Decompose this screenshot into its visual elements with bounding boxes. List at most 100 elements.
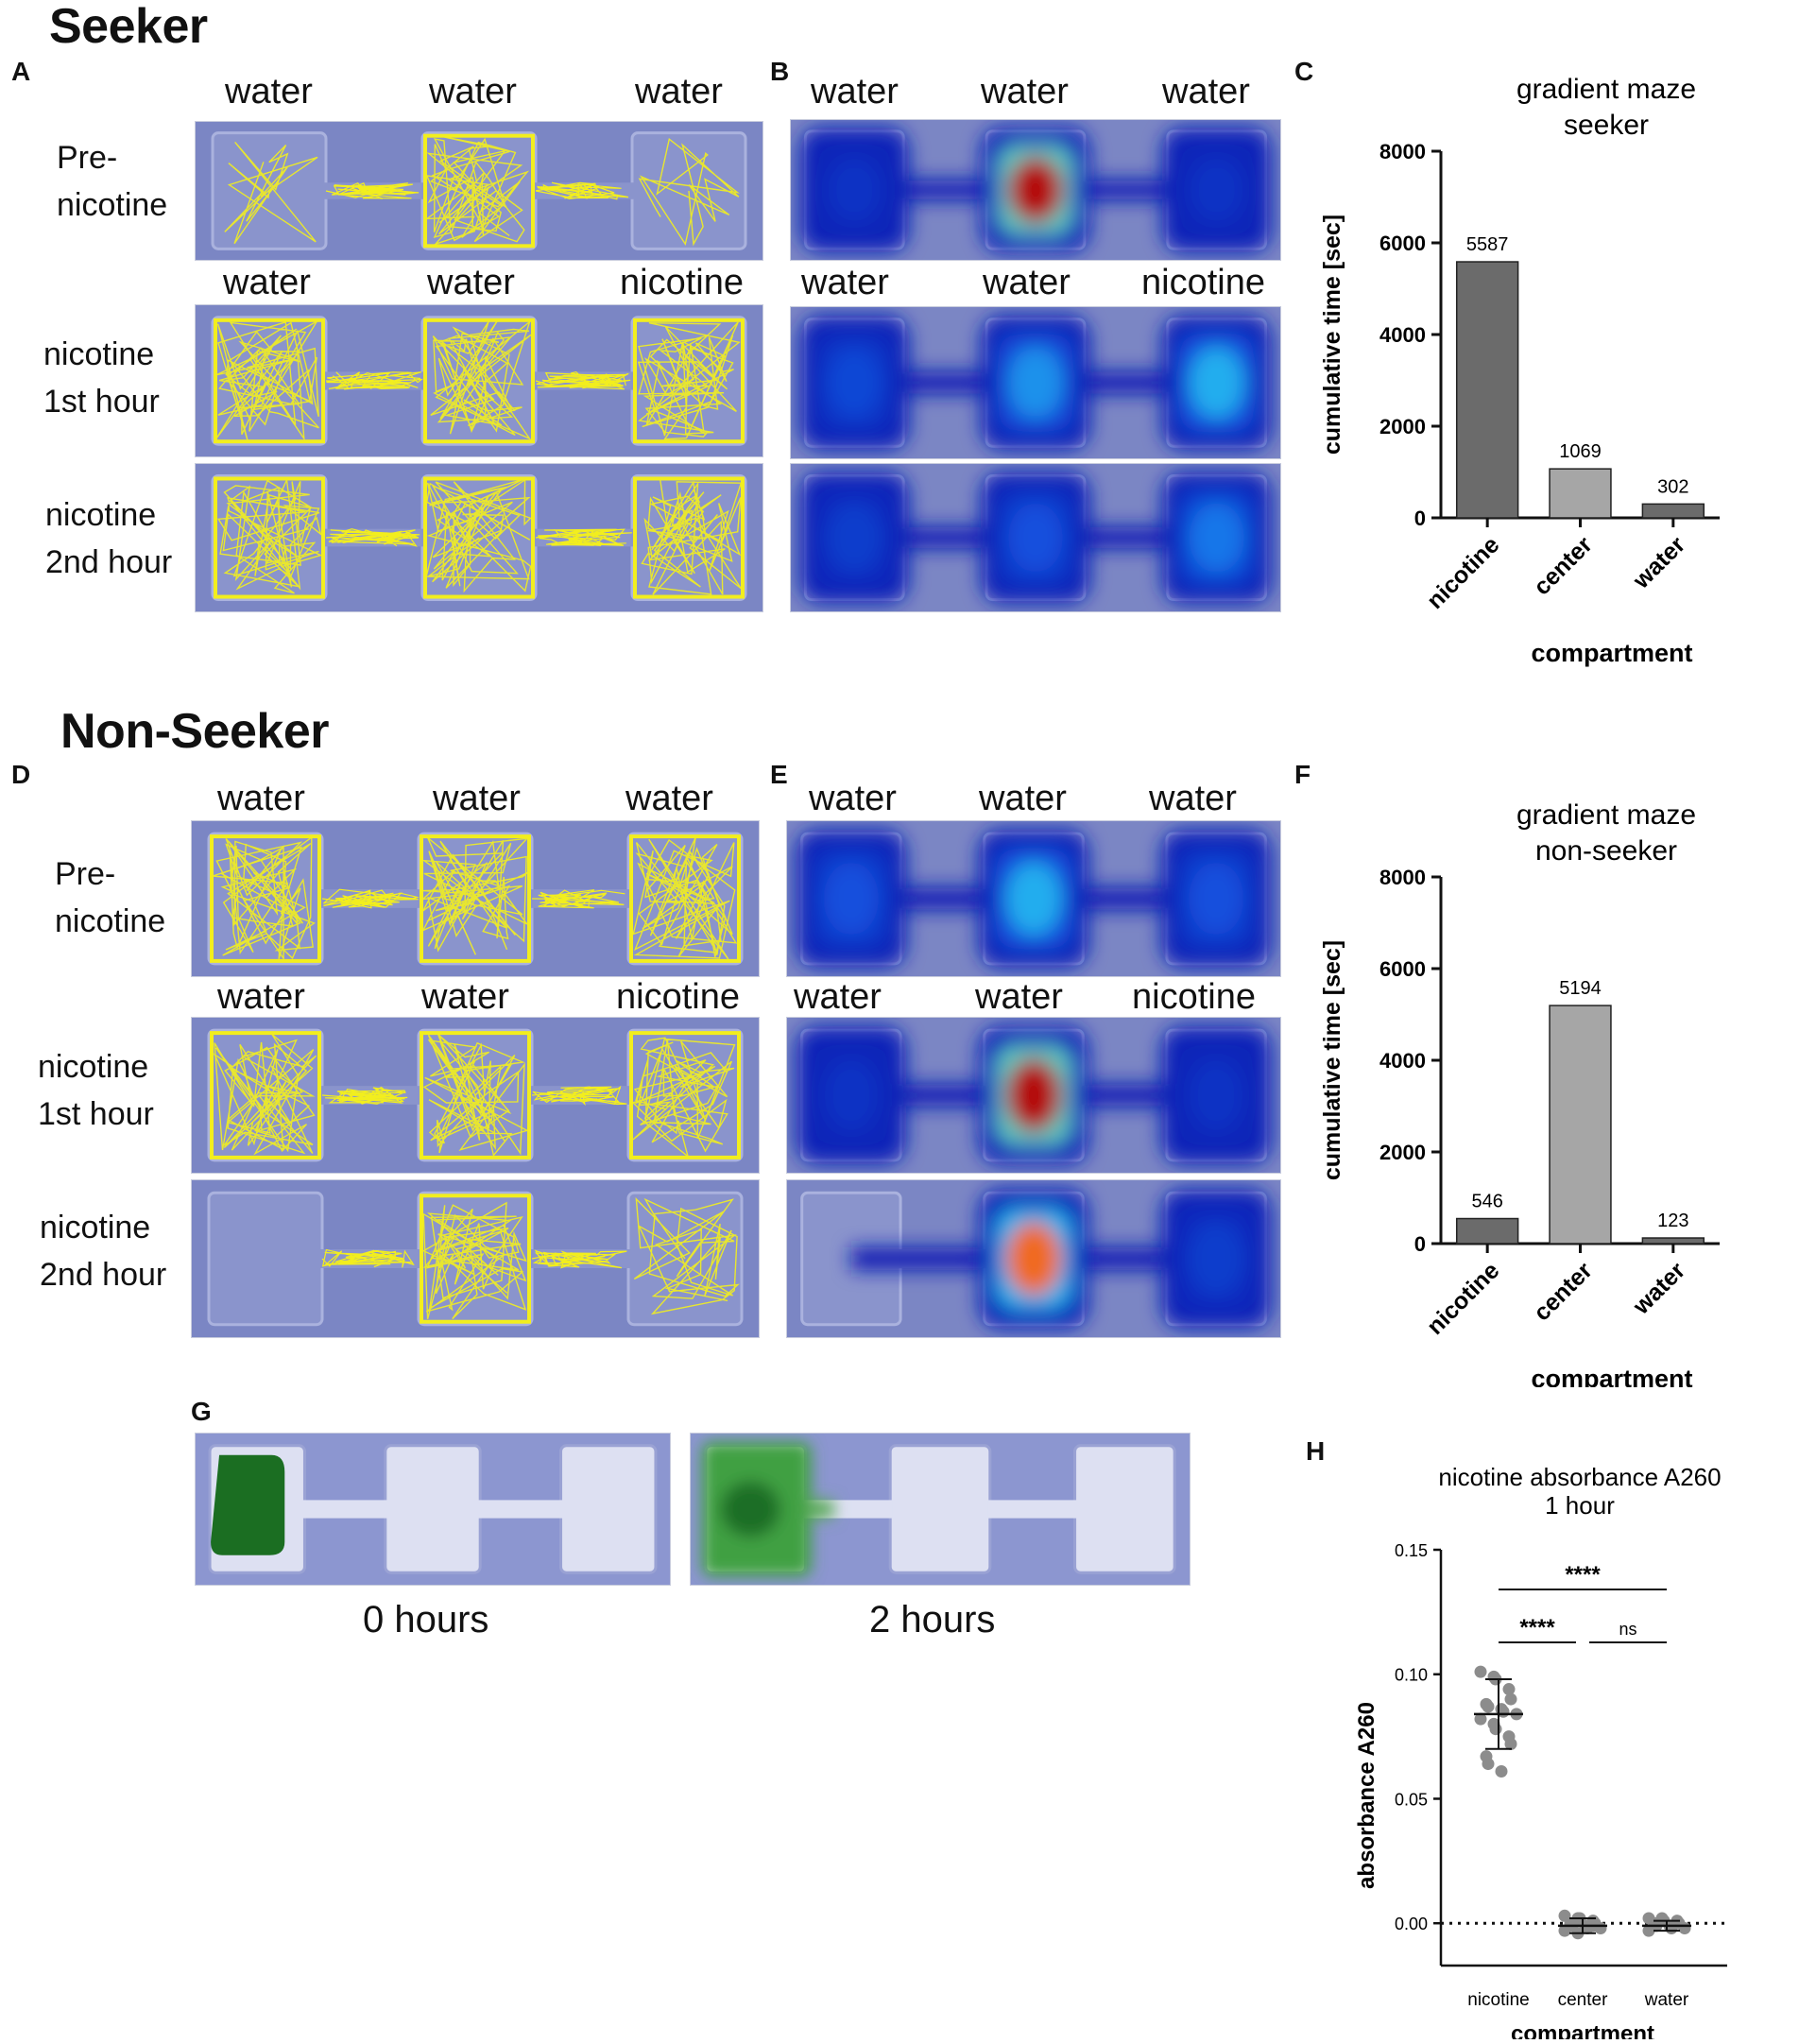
data-point [1482, 1700, 1495, 1713]
compartment-label: water [809, 779, 897, 818]
heatmap-svg [799, 127, 1272, 253]
compartment-label: water [225, 72, 313, 112]
y-axis-label: absorbance A260 [1354, 1702, 1379, 1889]
y-tick-label: 0.00 [1395, 1915, 1428, 1933]
compartment-label: water [433, 779, 521, 818]
bar-value-label: 546 [1471, 1192, 1502, 1212]
y-tick-label: 2000 [1379, 1141, 1426, 1164]
y-tick-label: 8000 [1379, 866, 1426, 889]
y-tick-label: 8000 [1379, 140, 1426, 163]
heat-blobs [796, 830, 1272, 968]
data-point [1489, 1723, 1502, 1736]
panel-letter-h: H [1306, 1436, 1326, 1466]
heat-blobs [796, 1026, 1272, 1164]
significance-label: ns [1619, 1620, 1636, 1639]
compartment-label: water [625, 779, 713, 818]
trace-channel [531, 889, 625, 909]
trace-path [633, 1197, 740, 1315]
x-tick-label: water [1644, 1990, 1689, 2010]
trace-edge [420, 834, 531, 963]
trace-channel [325, 528, 420, 547]
compartment-label: water [217, 779, 305, 818]
compartment-label: water [217, 977, 305, 1017]
x-tick-label: center [1529, 1257, 1598, 1326]
heatmap-svg [799, 315, 1272, 451]
heat-blobs [799, 315, 1272, 451]
trace-path [424, 136, 530, 246]
data-point [1482, 1758, 1495, 1771]
bar [1641, 1237, 1705, 1245]
scatter-chart-absorbance: nicotine absorbance A260 1 hour 0.00 0.05 0.… [1342, 1455, 1739, 2044]
trace-image-seeker-2h [195, 463, 763, 612]
trace-path [212, 835, 316, 961]
trace-edge [423, 133, 535, 249]
y-axis-label: cumulative time [sec] [1319, 940, 1345, 1180]
trace-channel [531, 1249, 627, 1269]
heatmap-seeker-1h [790, 306, 1281, 459]
x-tick-label: center [1558, 1990, 1608, 2010]
panel-letter-g: G [191, 1397, 212, 1426]
trace-path [637, 321, 741, 440]
trace-edge [210, 1031, 321, 1159]
significance-label: **** [1519, 1615, 1555, 1640]
time-label-2-hours: 2 hours [869, 1599, 996, 1640]
heat-blobs [799, 472, 1272, 604]
trace-path [420, 836, 529, 955]
heatmap-svg [796, 830, 1272, 968]
compartment-label: water [811, 72, 899, 112]
trace-channel [325, 371, 424, 390]
bar [1641, 503, 1705, 519]
bar-value-label: 5194 [1559, 978, 1602, 999]
compartment-label: nicotine [620, 263, 744, 302]
trace-path [224, 141, 318, 245]
compartment-label: water [421, 977, 509, 1017]
heatmap-svg [800, 1189, 1272, 1329]
trace-channel [535, 528, 632, 546]
y-tick-label: 0.15 [1395, 1541, 1428, 1560]
trace-svg [211, 131, 747, 250]
trace-path [215, 319, 319, 441]
panel-letter-a: A [11, 57, 31, 86]
y-tick-label: 6000 [1379, 232, 1426, 255]
row-label-pre-nicotine: Pre- nicotine [57, 140, 168, 223]
chart-title: gradient maze [1516, 74, 1696, 105]
compartment-label: water [427, 263, 515, 302]
y-tick-label: 0.05 [1395, 1790, 1428, 1809]
trace-path [213, 1033, 317, 1156]
compartment-label: water [975, 977, 1063, 1017]
x-tick-label: water [1627, 1257, 1690, 1320]
x-tick-label: nicotine [1467, 1990, 1530, 2010]
dye-svg [701, 1441, 1176, 1577]
trace-edge [423, 318, 535, 444]
dye-image-0-hours [195, 1433, 671, 1586]
compartment-label: water [983, 263, 1071, 302]
trace-channel [325, 181, 420, 199]
trace-svg [207, 1028, 744, 1162]
heatmap-seeker-pre [790, 119, 1281, 261]
x-tick-label: nicotine [1422, 1257, 1505, 1340]
trace-channel [531, 1085, 627, 1107]
chart-subtitle: seeker [1564, 110, 1649, 141]
data-point [1504, 1738, 1517, 1751]
chart-svg: gradient maze seeker 0 2000 4000 6000 8000 cumu… [1319, 74, 1720, 667]
data-point [1474, 1665, 1487, 1678]
compartment-label: nicotine [1132, 977, 1256, 1017]
row-label-pre-nicotine: Pre- nicotine [55, 856, 166, 939]
compartment-label: water [801, 263, 889, 302]
trace-image-nonseeker-pre [191, 820, 760, 977]
trace-svg [211, 316, 747, 446]
trace-edge [633, 476, 745, 599]
bar [1455, 1217, 1519, 1245]
trace-edge [629, 1031, 741, 1159]
panel-letter-b: B [770, 57, 790, 86]
bar-chart-seeker: gradient maze seeker 0 2000 4000 6000 8000 cumu… [1304, 66, 1739, 671]
seeker-title: Seeker [49, 0, 208, 54]
dye-svg [208, 1444, 658, 1574]
y-tick-label: 4000 [1379, 323, 1426, 347]
compartment-label: water [1162, 72, 1250, 112]
trace-edge [629, 834, 741, 963]
dye-image-2-hours [690, 1433, 1191, 1586]
y-axis-label: cumulative time [sec] [1319, 215, 1345, 455]
trace-path [641, 480, 743, 595]
